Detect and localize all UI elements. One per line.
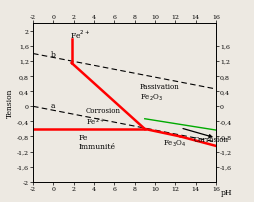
Y-axis label: Tension: Tension: [6, 88, 14, 118]
Text: Corrosion: Corrosion: [194, 136, 229, 144]
Text: b: b: [50, 51, 55, 59]
Text: Fe$^{2+}$: Fe$^{2+}$: [70, 28, 90, 41]
Text: Immunité: Immunité: [79, 142, 116, 150]
Text: pH: pH: [221, 188, 232, 196]
Text: Passivation
Fe$_2$O$_3$: Passivation Fe$_2$O$_3$: [140, 83, 179, 102]
Text: Corrosion
Fe$^{2+}$: Corrosion Fe$^{2+}$: [86, 106, 121, 127]
Text: Fe: Fe: [79, 134, 88, 142]
Text: Fe$_3$O$_4$: Fe$_3$O$_4$: [163, 138, 186, 149]
Text: a: a: [50, 101, 55, 109]
